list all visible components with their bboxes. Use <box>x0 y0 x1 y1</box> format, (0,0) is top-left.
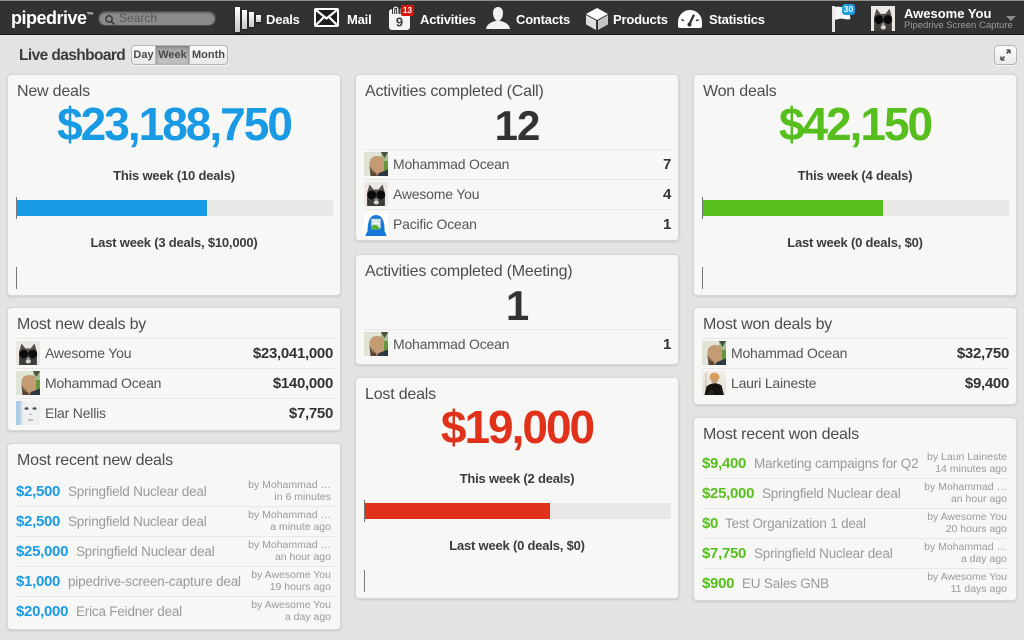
svg-text:9: 9 <box>396 15 403 30</box>
